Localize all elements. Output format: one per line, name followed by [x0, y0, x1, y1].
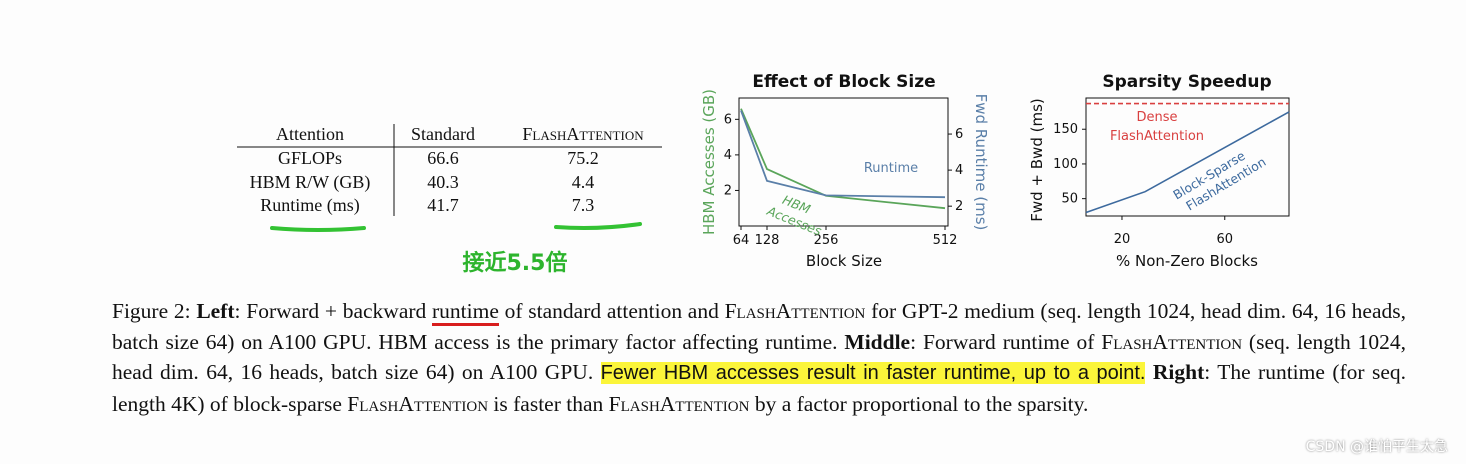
- x-axis-label: % Non-Zero Blocks: [1116, 252, 1258, 270]
- caption-text: : Forward + backward: [234, 299, 433, 323]
- x-tick-label: 256: [814, 233, 839, 248]
- table-header-flash: FlashAttention: [522, 124, 644, 144]
- caption-text: (seq. length 1024, head dim. 64, 16 head…: [112, 329, 1407, 385]
- table-cell: 41.7: [427, 195, 459, 215]
- chart-block-size: Effect of Block Size 64 128 256 512 2 4 6 2 4 6 B…: [700, 72, 990, 270]
- table-header-standard: Standard: [411, 124, 475, 144]
- caption-text: of standard attention and: [498, 299, 725, 323]
- y-tick-label: 50: [1061, 192, 1078, 207]
- speedup-annotation: 接近5.5倍: [463, 250, 568, 276]
- chart-title: Effect of Block Size: [752, 72, 935, 92]
- caption-flashattention: FlashAttention: [608, 391, 750, 416]
- dense-annotation: FlashAttention: [1110, 129, 1204, 144]
- y-tick-label-left: 6: [724, 112, 732, 127]
- y-tick-label: 150: [1053, 122, 1078, 137]
- table-row-label: HBM R/W (GB): [250, 172, 371, 193]
- runtime-series-label: Runtime: [864, 161, 918, 176]
- y-tick-label-right: 4: [955, 163, 963, 178]
- caption-flashattention: FlashAttention: [347, 391, 489, 416]
- caption-prefix: Figure 2:: [112, 299, 197, 323]
- figure-caption: Figure 2: Left: Forward + backward runti…: [112, 296, 1406, 419]
- y-axis-label-right: Fwd Runtime (ms): [972, 94, 990, 231]
- table-header-attention: Attention: [276, 124, 344, 144]
- caption-flashattention: FlashAttention: [724, 299, 866, 323]
- y-tick-label-left: 4: [724, 148, 732, 163]
- y-tick-label: 100: [1053, 157, 1078, 172]
- y-tick-label-left: 2: [724, 183, 732, 198]
- x-tick-label: 128: [755, 233, 780, 248]
- table-row-label: Runtime (ms): [260, 195, 360, 216]
- x-tick-label: 512: [933, 233, 958, 248]
- x-tick-label: 20: [1114, 232, 1131, 247]
- table-row-label: GFLOPs: [278, 148, 342, 168]
- block-sparse-line: [1085, 111, 1290, 214]
- caption-text: : Forward runtime of: [910, 329, 1102, 354]
- caption-highlight: Fewer HBM accesses result in faster runt…: [600, 362, 1146, 384]
- chart-sparsity: Sparsity Speedup 20 60 50 100 150 % Non-Zero…: [1028, 72, 1290, 270]
- y-tick-label-right: 2: [955, 199, 963, 214]
- caption-underlined-runtime: runtime: [432, 299, 499, 326]
- chart-title: Sparsity Speedup: [1102, 72, 1271, 92]
- table-cell: 7.3: [572, 195, 595, 215]
- y-axis-label: Fwd + Bwd (ms): [1028, 98, 1046, 222]
- watermark: CSDN @谁怕平生太急: [1305, 439, 1448, 455]
- plot-frame: [1085, 97, 1290, 217]
- table-cell: 75.2: [567, 148, 599, 168]
- x-tick-label: 64: [733, 233, 750, 248]
- caption-middle-label: Middle: [844, 329, 911, 354]
- caption-text: for GPT-2 medium (seq. length 1024, head…: [112, 299, 1406, 354]
- y-axis-label-left: HBM Accesses (GB): [700, 89, 718, 235]
- x-axis-label: Block Size: [806, 252, 882, 270]
- hbm-accesses-line: [740, 108, 946, 210]
- y-tick-label-right: 6: [955, 127, 963, 142]
- caption-right-label: Right: [1152, 360, 1205, 384]
- caption-text: by a factor proportional to the sparsity…: [749, 391, 1089, 416]
- sparse-annotation: Block-Sparse FlashAttention: [1170, 140, 1268, 216]
- hbm-series-label: HBMAccesses: [764, 188, 830, 239]
- green-underline-standard: [270, 226, 366, 232]
- table-cell: 4.4: [572, 172, 595, 192]
- x-tick-label: 60: [1216, 232, 1233, 247]
- runtime-line: [740, 110, 946, 199]
- dense-annotation: Dense: [1136, 110, 1177, 125]
- table-cell: 66.6: [427, 148, 459, 168]
- caption-flashattention: FlashAttention: [1101, 329, 1243, 354]
- results-table: Attention Standard FlashAttention GFLOPs…: [237, 124, 662, 276]
- table-cell: 40.3: [427, 172, 459, 192]
- green-underline-flash: [554, 222, 642, 230]
- caption-left-label: Left: [196, 299, 235, 323]
- caption-text: : The runtime (for seq. length 4K) of bl…: [112, 360, 1406, 416]
- plot-frame: [738, 97, 949, 227]
- caption-text: is faster than: [488, 391, 609, 416]
